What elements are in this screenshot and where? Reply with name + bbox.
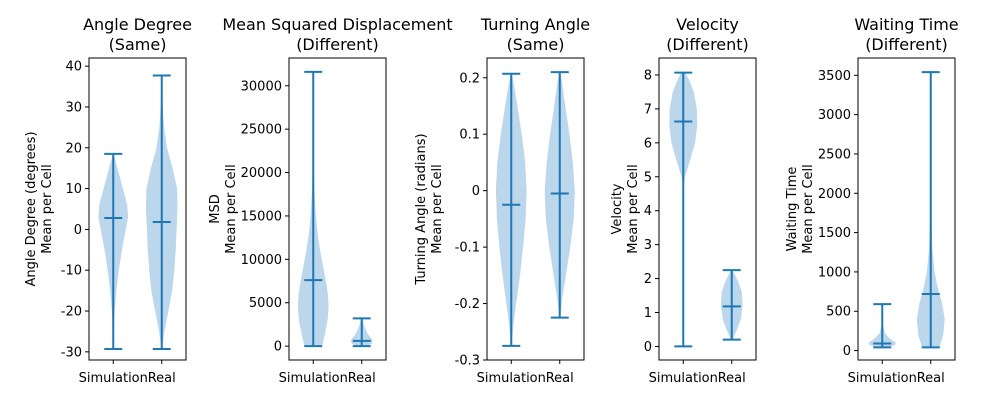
y-tick-label: 4 — [644, 204, 652, 219]
subplot-title: (Different) — [666, 35, 749, 54]
y-tick-label: 0 — [74, 223, 82, 238]
x-tick-label-real: Real — [718, 371, 746, 386]
y-tick-label: 2500 — [818, 147, 851, 162]
subplot-title: (Same) — [507, 35, 565, 54]
y-axis-label: Angle Degree (degrees) — [24, 131, 39, 286]
axes-frame — [658, 57, 757, 361]
x-tick-label-simulation: Simulation — [649, 371, 718, 386]
y-tick-label: 10 — [65, 182, 82, 197]
subplot-title: Angle Degree — [83, 15, 192, 34]
y-tick-label: 3000 — [818, 108, 851, 123]
y-tick-label: 0.1 — [459, 128, 480, 143]
x-tick-label-simulation: Simulation — [848, 371, 917, 386]
x-tick-label-simulation: Simulation — [477, 371, 546, 386]
y-tick-label: 0 — [843, 344, 851, 359]
subplot-5: 0 500 1000 1500 2000 2500 3000 3500 Simulation Re… — [785, 15, 959, 386]
y-axis-label: Waiting Time — [785, 167, 800, 252]
subplot-title: (Same) — [109, 35, 167, 54]
x-tick-label-real: Real — [148, 371, 176, 386]
y-tick-label: 20000 — [241, 166, 282, 181]
y-tick-label: 0 — [644, 340, 652, 355]
y-tick-label: 40 — [65, 60, 82, 75]
y-tick-label: 30000 — [241, 79, 282, 94]
subplot-1: -30 -20 -10 0 10 20 30 40 Simulation Real Angle De… — [24, 15, 192, 386]
subplot-title: (Different) — [865, 35, 948, 54]
y-tick-label: -0.3 — [455, 354, 480, 369]
y-tick-label: 1500 — [818, 226, 851, 241]
y-axis-label: Mean per Cell — [430, 164, 445, 254]
subplot-title: (Different) — [296, 35, 379, 54]
y-tick-label: 15000 — [241, 209, 282, 224]
y-tick-label: 6 — [644, 136, 652, 151]
subplot-2: 0 5000 10000 15000 20000 25000 30000 Simulation… — [208, 15, 453, 386]
subplot-title: Waiting Time — [854, 15, 958, 34]
y-tick-label: 1000 — [818, 265, 851, 280]
y-tick-label: 0 — [472, 184, 480, 199]
y-tick-label: 2000 — [818, 187, 851, 202]
y-axis-label: Mean per Cell — [40, 164, 55, 254]
y-tick-label: 2 — [644, 272, 652, 287]
y-tick-label: -0.2 — [455, 297, 480, 312]
y-axis-label: Turning Angle (radians) — [414, 133, 429, 285]
y-tick-label: 0.2 — [459, 71, 480, 86]
y-tick-label: 25000 — [241, 123, 282, 138]
axes-frame — [88, 57, 187, 361]
y-tick-label: -10 — [61, 264, 82, 279]
axes-frame — [288, 57, 387, 361]
subplot-3: -0.3 -0.2 -0.1 0 0.1 0.2 Simulation Real Turning… — [414, 15, 590, 386]
y-axis-label: Mean per Cell — [626, 164, 641, 254]
subplot-title: Mean Squared Displacement — [222, 15, 452, 34]
y-tick-label: 20 — [65, 141, 82, 156]
y-tick-label: 30 — [65, 100, 82, 115]
y-tick-label: 3500 — [818, 69, 851, 84]
y-tick-label: 5000 — [249, 296, 282, 311]
y-axis-label: Velocity — [610, 183, 625, 234]
x-tick-label-real: Real — [917, 371, 945, 386]
y-tick-label: -0.1 — [455, 241, 480, 256]
y-tick-label: 10000 — [241, 253, 282, 268]
subplot-title: Turning Angle — [480, 15, 590, 34]
x-tick-label-simulation: Simulation — [79, 371, 148, 386]
y-tick-label: 3 — [644, 238, 652, 253]
x-tick-label-simulation: Simulation — [279, 371, 348, 386]
x-tick-label-real: Real — [546, 371, 574, 386]
y-tick-label: 5 — [644, 170, 652, 185]
y-tick-label: -30 — [61, 345, 82, 360]
subplot-title: Velocity — [676, 15, 739, 34]
y-axis-label: Mean per Cell — [801, 164, 816, 254]
y-tick-label: 500 — [826, 305, 851, 320]
axes-frame — [486, 57, 585, 361]
x-tick-label-real: Real — [348, 371, 376, 386]
y-axis-label: MSD — [208, 194, 223, 223]
axes-frame — [857, 57, 956, 361]
y-tick-label: 8 — [644, 68, 652, 83]
y-tick-label: 7 — [644, 102, 652, 117]
y-tick-label: 0 — [274, 340, 282, 355]
y-tick-label: -20 — [61, 305, 82, 320]
y-tick-label: 1 — [644, 306, 652, 321]
y-axis-label: Mean per Cell — [224, 164, 239, 254]
